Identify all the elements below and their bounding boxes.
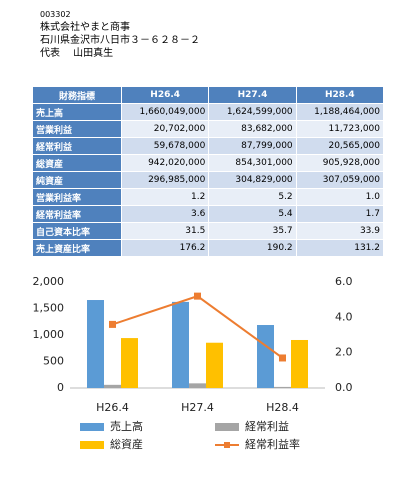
y-tick-label: 1,500 [33, 302, 65, 315]
header: 003302 株式会社やまと商事 石川県金沢市八日市３－６２８－２ 代表 山田真… [40, 8, 200, 60]
value-cell: 20,702,000 [120, 120, 210, 138]
y2-tick-label: 2.0 [335, 346, 353, 359]
row: 経常利益率 3.6 5.4 1.7 [32, 205, 385, 223]
value-cell: 31.5 [120, 222, 210, 240]
legend-label: 売上高 [110, 419, 143, 433]
chart: 0 500 1,000 1,500 2,000 0.0 2.0 4.0 6.0 H26.4 H27.… [33, 275, 353, 451]
financial-table: 財務指標 H26.4 H27.4 H28.4 売上高 1,660,049,000 1,624… [32, 86, 385, 257]
value-cell: 176.2 [120, 239, 210, 257]
value-cell: 20,565,000 [295, 137, 385, 155]
header-row: 財務指標 H26.4 H27.4 H28.4 [32, 86, 385, 104]
y-tick-label: 500 [43, 355, 64, 368]
y-tick-label: 2,000 [33, 275, 65, 288]
value-cell: 35.7 [208, 222, 297, 240]
value-cell: 1,660,049,000 [120, 103, 210, 121]
label-cell: 営業利益率 [32, 188, 122, 206]
value-cell: 11,723,000 [295, 120, 385, 138]
value-cell: 190.2 [208, 239, 297, 257]
header-cell: 財務指標 [32, 86, 122, 104]
value-cell: 1.0 [295, 188, 385, 206]
header-cell: H28.4 [295, 86, 385, 104]
value-cell: 296,985,000 [120, 171, 210, 189]
bar [87, 300, 104, 388]
legend-marker [224, 442, 230, 448]
value-cell: 304,829,000 [208, 171, 297, 189]
y2-tick-label: 0.0 [335, 381, 353, 394]
value-cell: 942,020,000 [120, 154, 210, 172]
legend-label: 経常利益 [245, 419, 289, 433]
legend-swatch [80, 441, 104, 449]
header-cell: H27.4 [208, 86, 297, 104]
row: 営業利益 20,702,000 83,682,000 11,723,000 [32, 120, 385, 138]
legend-label: 経常利益率 [245, 437, 300, 451]
label-cell: 総資産 [32, 154, 122, 172]
legend-label: 総資産 [110, 437, 143, 451]
label-cell: 経常利益 [32, 137, 122, 155]
row: 純資産 296,985,000 304,829,000 307,059,000 [32, 171, 385, 189]
value-cell: 83,682,000 [208, 120, 297, 138]
value-cell: 1,188,464,000 [295, 103, 385, 121]
legend-swatch [215, 423, 239, 431]
bar [172, 301, 189, 388]
company: 株式会社やまと商事 [40, 22, 130, 33]
y2-tick-label: 6.0 [335, 275, 353, 288]
bar [257, 325, 274, 388]
value-cell: 87,799,000 [208, 137, 297, 155]
x-tick-label: H27.4 [181, 401, 214, 414]
header-cell: H26.4 [120, 86, 210, 104]
label-cell: 自己資本比率 [32, 222, 122, 240]
value-cell: 854,301,000 [208, 154, 297, 172]
label-cell: 売上高 [32, 103, 122, 121]
value-cell: 1,624,599,000 [208, 103, 297, 121]
representative: 代表 山田真生 [40, 48, 114, 59]
x-tick-label: H28.4 [266, 401, 299, 414]
value-cell: 1.7 [295, 205, 385, 223]
row: 経常利益 59,678,000 87,799,000 20,565,000 [32, 137, 385, 155]
marker [279, 354, 286, 362]
legend-swatch [80, 423, 104, 431]
row: 営業利益率 1.2 5.2 1.0 [32, 188, 385, 206]
bar [206, 342, 223, 388]
row: 売上資産比率 176.2 190.2 131.2 [32, 239, 385, 257]
bar [274, 386, 291, 388]
row: 売上高 1,660,049,000 1,624,599,000 1,188,464,0… [32, 103, 385, 121]
label-cell: 純資産 [32, 171, 122, 189]
address: 石川県金沢市八日市３－６２８－２ [40, 35, 200, 46]
row: 自己資本比率 31.5 35.7 33.9 [32, 222, 385, 240]
value-cell: 5.2 [208, 188, 297, 206]
bar [121, 338, 138, 388]
label-cell: 経常利益率 [32, 205, 122, 223]
row: 総資産 942,020,000 854,301,000 905,928,000 [32, 154, 385, 172]
y2-tick-label: 4.0 [335, 310, 353, 323]
value-cell: 307,059,000 [295, 171, 385, 189]
code: 003302 [40, 10, 71, 19]
bar [291, 339, 308, 388]
value-cell: 1.2 [120, 188, 210, 206]
value-cell: 5.4 [208, 205, 297, 223]
value-cell: 59,678,000 [120, 137, 210, 155]
label-cell: 営業利益 [32, 120, 122, 138]
marker [194, 292, 201, 300]
value-cell: 905,928,000 [295, 154, 385, 172]
label-cell: 売上資産比率 [32, 239, 122, 257]
value-cell: 131.2 [295, 239, 385, 257]
value-cell: 33.9 [295, 222, 385, 240]
bar [104, 384, 121, 388]
x-tick-label: H26.4 [96, 401, 129, 414]
bar [189, 383, 206, 388]
marker [109, 320, 116, 328]
y-tick-label: 0 [57, 381, 64, 394]
y-tick-label: 1,000 [33, 328, 65, 341]
value-cell: 3.6 [120, 205, 210, 223]
